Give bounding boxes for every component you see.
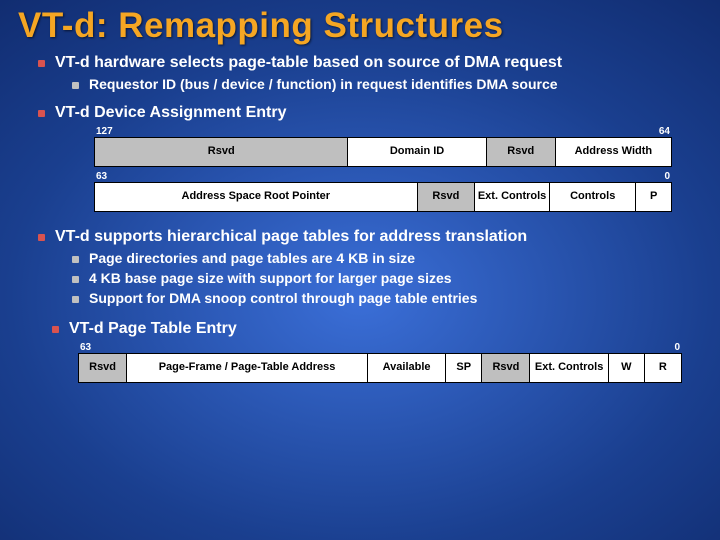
dae-row-low: Address Space Root Pointer Rsvd Ext. Con…: [94, 182, 672, 212]
bullet-1a: Requestor ID (bus / device / function) i…: [72, 76, 702, 92]
bullet-icon: [38, 110, 45, 117]
field-write: W: [609, 354, 645, 382]
bullet-text: Page directories and page tables are 4 K…: [89, 250, 415, 266]
field-rsvd: Rsvd: [418, 183, 476, 211]
bullet-3a: Page directories and page tables are 4 K…: [72, 250, 702, 266]
bullet-text: VT-d Page Table Entry: [69, 320, 237, 338]
bullet-3c: Support for DMA snoop control through pa…: [72, 290, 702, 306]
field-address-space-root-pointer: Address Space Root Pointer: [95, 183, 418, 211]
field-ext-controls: Ext. Controls: [475, 183, 550, 211]
bullet-2: VT-d Device Assignment Entry: [38, 104, 702, 122]
bullet-text: Requestor ID (bus / device / function) i…: [89, 76, 558, 92]
field-available: Available: [368, 354, 446, 382]
bit-range-high: 127 64: [94, 126, 672, 137]
bit-range-low: 63 0: [94, 171, 672, 182]
bullet-icon: [72, 256, 79, 263]
bit-label: 63: [80, 342, 91, 353]
bullet-text: VT-d Device Assignment Entry: [55, 104, 286, 122]
field-controls: Controls: [550, 183, 636, 211]
bullet-text: VT-d hardware selects page-table based o…: [55, 54, 562, 72]
bit-label: 64: [659, 126, 670, 137]
field-rsvd: Rsvd: [79, 354, 127, 382]
bullet-3b: 4 KB base page size with support for lar…: [72, 270, 702, 286]
bullet-icon: [52, 326, 59, 333]
bit-range: 63 0: [78, 342, 682, 353]
field-page-frame-address: Page-Frame / Page-Table Address: [127, 354, 368, 382]
dae-row-high: Rsvd Domain ID Rsvd Address Width: [94, 137, 672, 167]
bit-label: 0: [674, 342, 680, 353]
bullet-icon: [72, 82, 79, 89]
bullet-text: VT-d supports hierarchical page tables f…: [55, 228, 527, 246]
bit-label: 127: [96, 126, 113, 137]
bullet-1: VT-d hardware selects page-table based o…: [38, 54, 702, 72]
field-sp: SP: [446, 354, 482, 382]
field-rsvd: Rsvd: [482, 354, 530, 382]
bullet-icon: [72, 296, 79, 303]
bit-label: 0: [664, 171, 670, 182]
bullet-icon: [72, 276, 79, 283]
bullet-text: Support for DMA snoop control through pa…: [89, 290, 477, 306]
bullet-text: 4 KB base page size with support for lar…: [89, 270, 452, 286]
field-rsvd: Rsvd: [487, 138, 556, 166]
pte-row: Rsvd Page-Frame / Page-Table Address Ava…: [78, 353, 682, 383]
field-rsvd: Rsvd: [95, 138, 348, 166]
bullet-icon: [38, 60, 45, 67]
field-address-width: Address Width: [556, 138, 671, 166]
field-domain-id: Domain ID: [348, 138, 486, 166]
bit-label: 63: [96, 171, 107, 182]
bullet-3: VT-d supports hierarchical page tables f…: [38, 228, 702, 246]
device-assignment-entry-diagram: 127 64 Rsvd Domain ID Rsvd Address Width…: [94, 126, 672, 212]
bullet-icon: [38, 234, 45, 241]
field-read: R: [645, 354, 681, 382]
page-table-entry-diagram: 63 0 Rsvd Page-Frame / Page-Table Addres…: [78, 342, 682, 383]
slide-title: VT-d: Remapping Structures: [18, 6, 702, 46]
field-present: P: [636, 183, 671, 211]
field-ext-controls: Ext. Controls: [530, 354, 608, 382]
bullet-4: VT-d Page Table Entry: [52, 320, 702, 338]
